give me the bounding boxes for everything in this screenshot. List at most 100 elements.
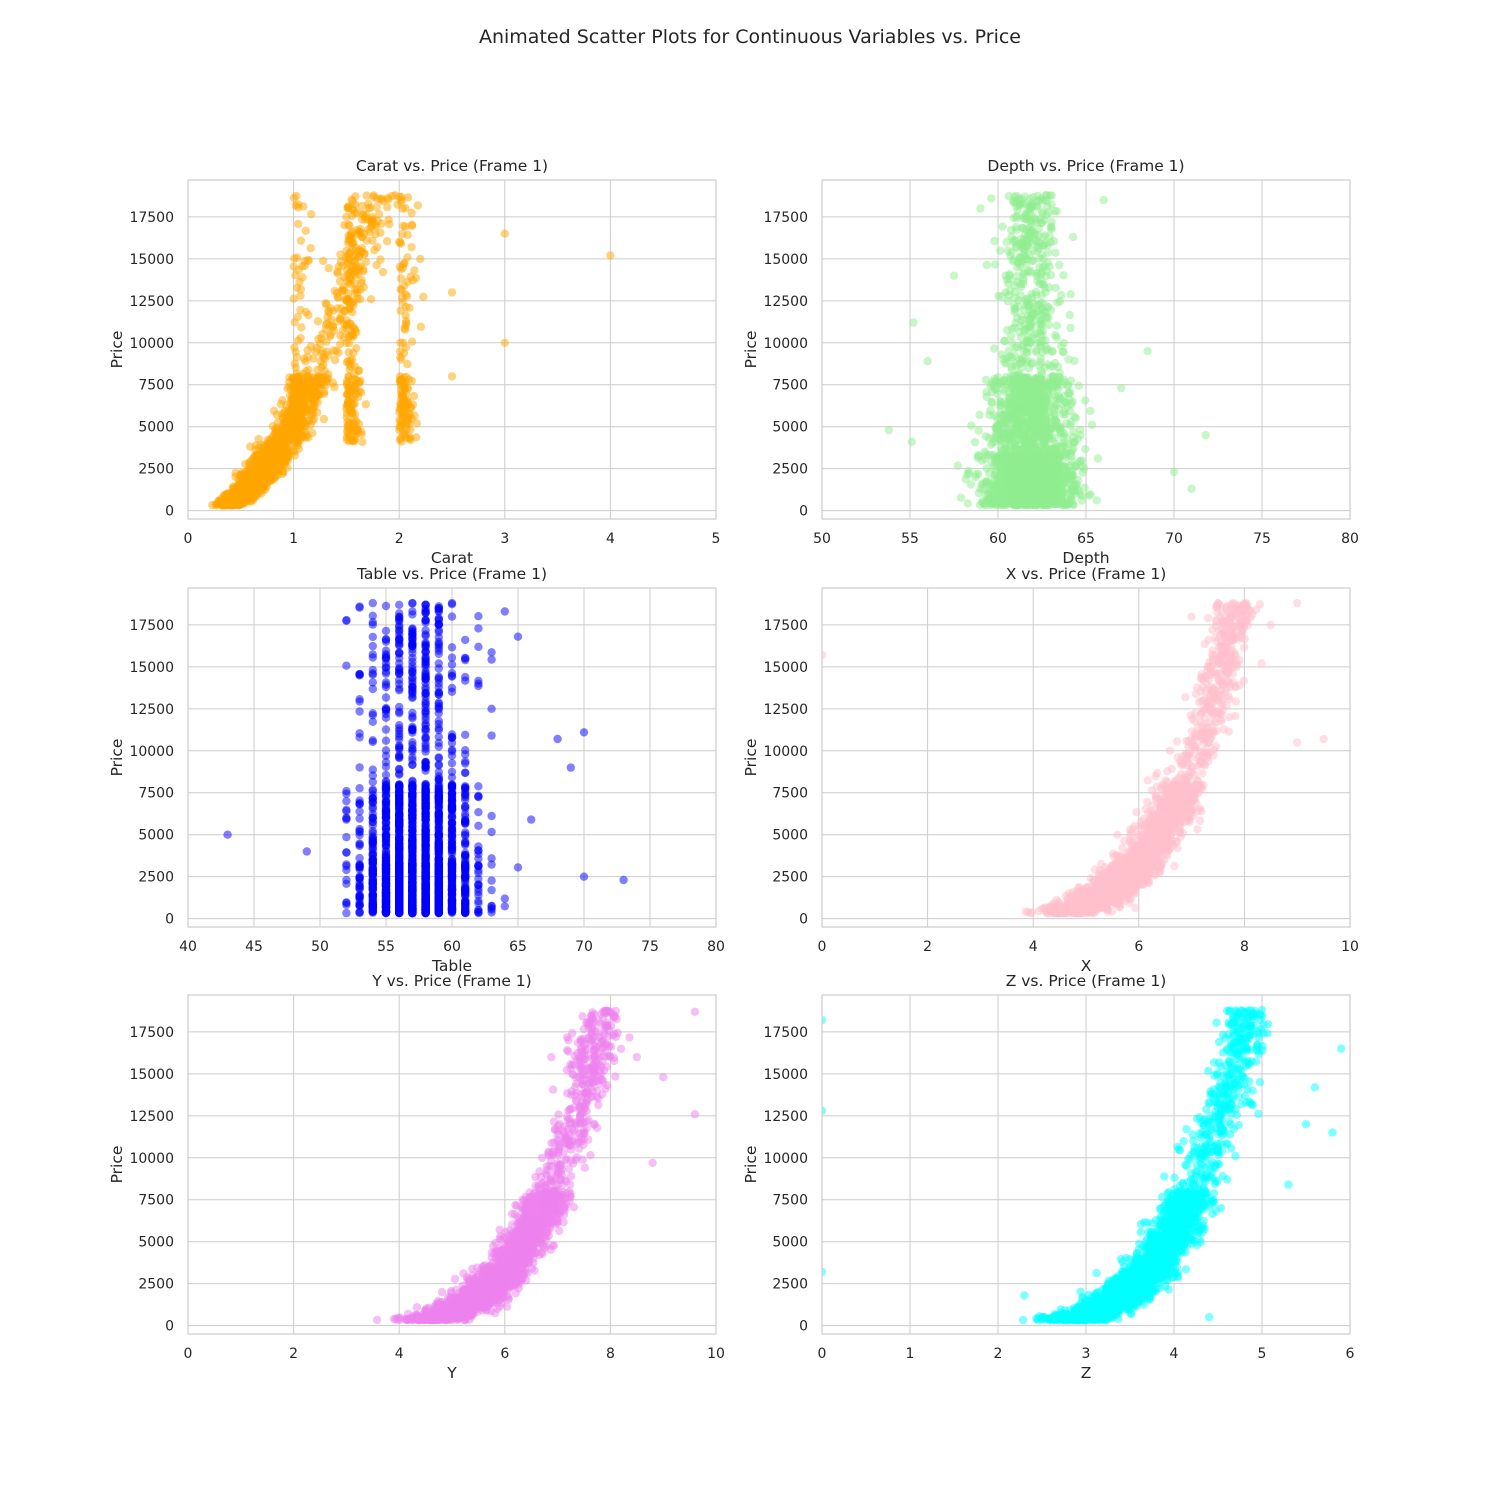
scatter-point: [1038, 280, 1048, 289]
scatter-point: [355, 378, 364, 387]
scatter-point: [1043, 248, 1053, 257]
y-tick-label: 15000: [129, 252, 174, 268]
scatter-point: [342, 338, 351, 347]
scatter-point: [372, 202, 381, 212]
scatter-point: [1021, 295, 1030, 304]
scatter-point: [351, 326, 360, 335]
scatter-point: [1016, 234, 1026, 244]
scatter-point: [349, 238, 358, 247]
scatter-point: [350, 209, 360, 218]
scatter-point: [1043, 360, 1052, 369]
scatter-point: [306, 244, 315, 253]
scatter-point: [293, 416, 303, 425]
scatter-point: [360, 215, 370, 224]
scatter-point: [339, 283, 348, 293]
scatter-point: [407, 220, 417, 229]
scatter-point: [407, 337, 417, 346]
scatter-point: [372, 222, 381, 231]
scatter-point: [324, 374, 333, 383]
x-tick-label: 5: [712, 531, 721, 547]
scatter-point: [1052, 333, 1061, 342]
scatter-point: [335, 314, 345, 324]
scatter-point: [1044, 418, 1054, 427]
scatter-point: [337, 304, 346, 313]
scatter-point: [289, 397, 298, 406]
scatter-point: [345, 387, 354, 397]
scatter-point: [330, 355, 340, 365]
scatter-point: [292, 283, 302, 292]
scatter-point: [1036, 330, 1045, 339]
y-tick-label: 5000: [138, 420, 174, 436]
scatter-point: [1036, 354, 1046, 363]
scatter-point: [290, 343, 299, 352]
scatter-point: [1044, 208, 1053, 217]
scatter-point: [243, 483, 252, 492]
scatter-point: [329, 326, 339, 336]
scatter-point: [975, 410, 984, 420]
scatter-point: [413, 201, 423, 210]
scatter-point: [986, 450, 996, 459]
scatter-point: [410, 266, 419, 275]
scatter-point: [402, 319, 411, 328]
scatter-point: [419, 292, 428, 301]
scatter-point: [324, 264, 333, 273]
scatter-point: [447, 288, 457, 297]
scatter-point: [384, 195, 393, 204]
y-tick-label: 17500: [129, 210, 174, 226]
scatter-point: [403, 359, 412, 369]
scatter-point: [1028, 306, 1037, 316]
scatter-point: [1044, 320, 1054, 330]
scatter-point: [292, 437, 301, 446]
scatter-point: [1006, 331, 1016, 340]
scatter-point: [342, 316, 351, 325]
scatter-point: [342, 380, 351, 389]
scatter-point: [364, 225, 373, 234]
scatter-point: [300, 256, 309, 266]
scatter-point: [405, 434, 414, 443]
x-tick-label: 2: [395, 531, 404, 547]
scatter-point: [311, 387, 320, 396]
scatter-point: [1009, 255, 1019, 264]
scatter-point: [401, 204, 410, 213]
scatter-point: [342, 409, 352, 418]
scatter-point: [1025, 268, 1035, 277]
y-tick-label: 12500: [129, 294, 174, 310]
scatter-point: [974, 452, 983, 461]
scatter-point: [383, 202, 392, 212]
scatter-point: [395, 237, 404, 247]
scatter-point: [1074, 381, 1084, 390]
scatter-point: [314, 334, 323, 344]
scatter-point: [1012, 225, 1021, 235]
scatter-point: [395, 347, 405, 356]
scatter-point: [245, 460, 254, 469]
scatter-point: [1001, 409, 1011, 419]
scatter-point: [1044, 283, 1054, 292]
scatter-point: [1031, 347, 1041, 356]
scatter-point: [293, 312, 302, 322]
scatter-point: [1038, 233, 1048, 242]
x-tick-label: 3: [500, 531, 509, 547]
scatter-point: [1065, 310, 1075, 320]
scatter-point: [407, 208, 416, 218]
plot-frame: [187, 179, 717, 520]
scatter-point: [272, 441, 281, 450]
scatter-point: [208, 500, 217, 510]
scatter-point: [344, 289, 353, 298]
scatter-point: [289, 294, 298, 303]
scatter-point: [291, 271, 300, 280]
scatter-point: [1004, 192, 1013, 201]
scatter-point: [260, 452, 269, 461]
scatter-point: [407, 376, 416, 386]
scatter-point: [334, 293, 343, 302]
scatter-point: [319, 414, 329, 424]
scatter-point: [1066, 323, 1075, 333]
scatter-point: [257, 469, 267, 478]
scatter-point: [341, 253, 351, 262]
scatter-point: [342, 296, 351, 305]
scatter-point: [264, 443, 273, 452]
scatter-point: [1056, 341, 1066, 350]
scatter-point: [298, 273, 307, 282]
scatter-point: [405, 409, 415, 418]
scatter-point: [402, 292, 412, 301]
